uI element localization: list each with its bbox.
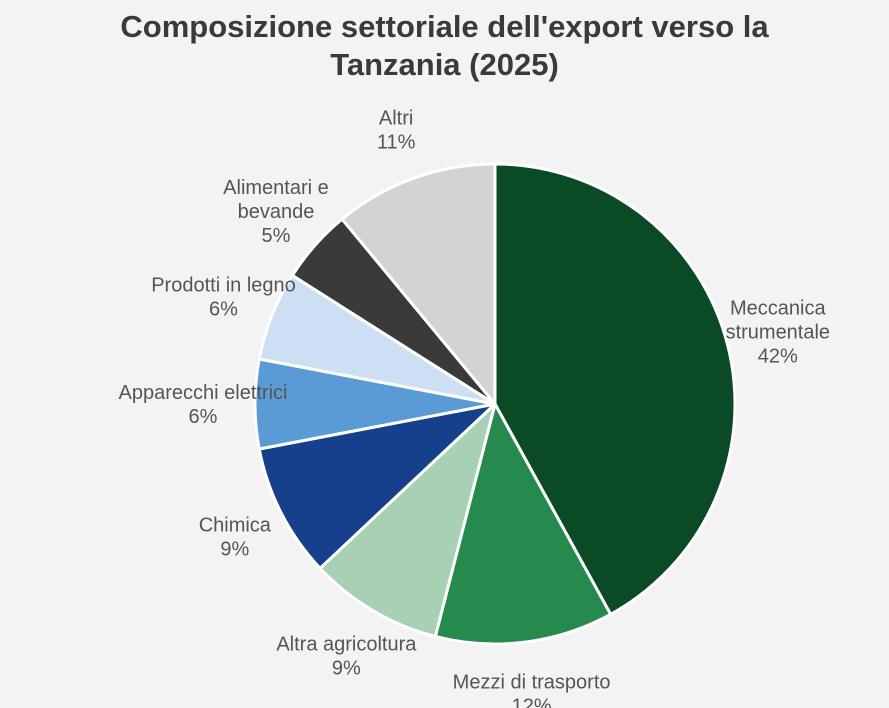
pie-label-5-percent: 6% (209, 299, 238, 321)
pie-label-5-line-0: Prodotti in legno (151, 275, 296, 297)
pie-label-6: Alimentari e bevande 5% (223, 177, 329, 247)
pie-labels: Meccanica strumentale 42% Mezzi di trasport… (119, 107, 831, 708)
pie-slice-0 (493, 162, 737, 616)
pie-label-2-line-0: Altra agricoltura (276, 633, 417, 655)
pie-label-3-line-0: Chimica (199, 515, 272, 537)
pie-slice-7 (340, 162, 497, 406)
pie-label-1-line-0: Mezzi di trasporto (453, 672, 611, 694)
pie-label-5: Prodotti in legno 6% (151, 275, 296, 321)
pie-label-4-line-0: Apparecchi elettrici (119, 382, 288, 404)
pie-label-6-line-0: Alimentari e (223, 177, 329, 199)
pie-label-6-percent: 5% (262, 225, 291, 247)
pie-slice-3 (257, 402, 497, 570)
pie-label-2: Altra agricoltura 9% (276, 633, 417, 679)
pie-label-3: Chimica 9% (199, 515, 272, 561)
pie-label-3-percent: 9% (220, 539, 249, 561)
pie-label-0: Meccanica strumentale 42% (726, 297, 831, 367)
pie-label-7-percent: 11% (377, 131, 416, 153)
pie-label-4-percent: 6% (189, 406, 218, 428)
pie-label-0-line-0: Meccanica (730, 297, 826, 319)
pie-label-0-line-1: strumentale (726, 321, 831, 343)
pie-slices (253, 162, 737, 646)
pie-label-7: Altri 11% (377, 107, 416, 153)
pie-label-7-line-0: Altri (379, 107, 413, 129)
chart-title-line-1: Composizione settoriale dell'export vers… (120, 9, 769, 44)
pie-label-1-percent: 12% (512, 696, 552, 708)
pie-label-0-percent: 42% (758, 345, 798, 367)
pie-label-6-line-1: bevande (238, 201, 315, 223)
pie-label-4: Apparecchi elettrici 6% (119, 382, 288, 428)
pie-slice-2 (318, 402, 497, 638)
pie-label-1: Mezzi di trasporto 12% (453, 672, 611, 708)
pie-label-2-percent: 9% (332, 657, 361, 679)
chart-title-line-2: Tanzania (2025) (330, 47, 559, 82)
chart-title: Composizione settoriale dell'export vers… (0, 8, 889, 84)
pie-slice-1 (433, 402, 613, 646)
